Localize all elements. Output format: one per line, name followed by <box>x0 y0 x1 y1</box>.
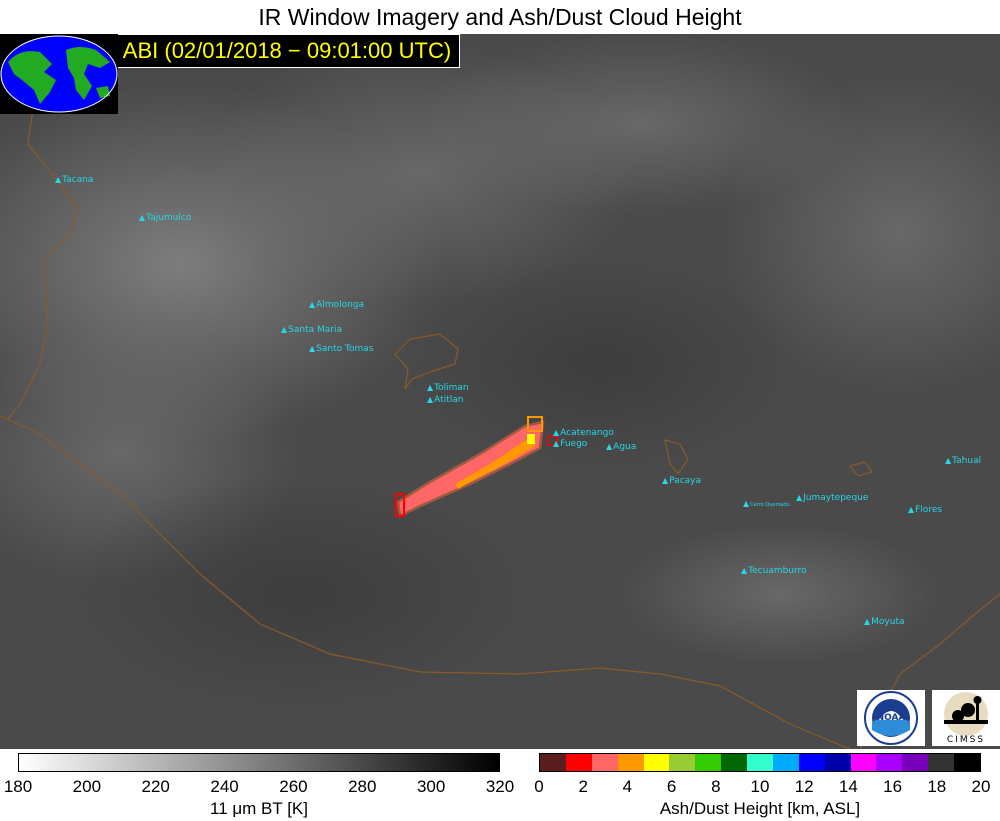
ash-color-swatch <box>591 754 618 771</box>
ash-height-colorbar <box>539 753 981 772</box>
ash-colorbar-tick: 2 <box>578 777 588 796</box>
volcano-marker: ▲Moyuta <box>864 617 905 627</box>
ash-color-swatch <box>669 754 696 771</box>
ir-colorbar <box>18 753 500 772</box>
ash-color-swatch <box>876 754 903 771</box>
svg-text:NOAA: NOAA <box>877 713 906 723</box>
volcano-marker: ▲Santa Maria <box>281 325 342 335</box>
ir-colorbar-tick: 300 <box>416 777 446 796</box>
volcano-marker: ▲Atitlan <box>427 395 464 405</box>
volcano-marker: ▲Acatenango <box>553 428 614 438</box>
ash-colorbar-tick: 12 <box>794 777 814 796</box>
ir-colorbar-tick: 200 <box>72 777 102 796</box>
volcano-marker: ▲Toliman <box>427 383 469 393</box>
volcano-marker: ▲Tecuamburro <box>741 566 807 576</box>
ash-colorbar-tick: 4 <box>622 777 633 796</box>
volcano-marker: ▲Jumaytepeque <box>796 493 869 503</box>
svg-text:CIMSS: CIMSS <box>947 735 985 745</box>
ir-colorbar-tick: 180 <box>3 777 33 796</box>
volcano-marker: ▲Agua <box>606 442 637 452</box>
volcano-marker: ▲Pacaya <box>662 476 701 486</box>
volcano-marker: ▲Santo Tomas <box>309 344 374 354</box>
ir-colorbar-tick: 240 <box>210 777 239 796</box>
volcano-marker: ▲Tahual <box>945 456 982 466</box>
volcano-marker: ▲Cerro Quemado <box>743 499 790 508</box>
ir-colorbar-tick: 280 <box>348 777 377 796</box>
globe-inset <box>0 34 118 114</box>
ash-color-swatch <box>540 754 566 771</box>
ash-colorbar-tick: 18 <box>927 777 947 796</box>
figure-title: IR Window Imagery and Ash/Dust Cloud Hei… <box>258 4 742 30</box>
ir-colorbar-label: 11 μm BT [K] <box>210 799 308 818</box>
cimss-logo: CIMSS <box>932 690 1000 746</box>
ash-color-swatch <box>643 754 670 771</box>
ash-color-swatch <box>928 754 954 771</box>
ash-color-swatch <box>617 754 644 771</box>
volcano-marker: ▲Flores <box>908 505 943 515</box>
ash-colorbar-tick: 20 <box>971 777 991 796</box>
ir-colorbar-tick: 260 <box>279 777 308 796</box>
noaa-logo: NOAA <box>857 690 925 746</box>
ash-color-swatch <box>747 754 773 771</box>
ash-color-swatch <box>721 754 747 771</box>
ash-colorbar-tick: 10 <box>750 777 770 796</box>
ir-colorbar-tick: 320 <box>485 777 515 796</box>
volcano-marker: ▲Fuego <box>553 439 588 449</box>
ash-color-swatch <box>772 754 799 771</box>
volcano-marker: ▲Almolonga <box>309 300 365 310</box>
ash-colorbar-tick: 6 <box>666 777 677 796</box>
satellite-map: GOES−16 ABI (02/01/2018 − 09:01:00 UTC) … <box>0 34 1000 749</box>
ir-colorbar-tick: 220 <box>141 777 170 796</box>
ash-color-swatch <box>824 754 851 771</box>
ash-colorbar-tick: 14 <box>838 777 858 796</box>
ash-color-swatch <box>850 754 877 771</box>
volcano-marker: ▲Tajumulco <box>139 213 192 223</box>
ash-color-swatch <box>798 754 825 771</box>
ash-color-swatch <box>565 754 592 771</box>
ash-color-swatch <box>695 754 722 771</box>
ash-colorbar-tick: 0 <box>534 777 544 796</box>
map-canvas <box>0 34 1000 749</box>
ash-colorbar-tick: 16 <box>883 777 903 796</box>
ash-color-swatch <box>954 754 980 771</box>
ash-colorbar-tick: 8 <box>711 777 721 796</box>
ash-plume <box>395 416 558 518</box>
ash-colorbar-label: Ash/Dust Height [km, ASL] <box>659 799 861 818</box>
volcano-marker: ▲Tacana <box>55 175 94 185</box>
ash-color-swatch <box>902 754 929 771</box>
